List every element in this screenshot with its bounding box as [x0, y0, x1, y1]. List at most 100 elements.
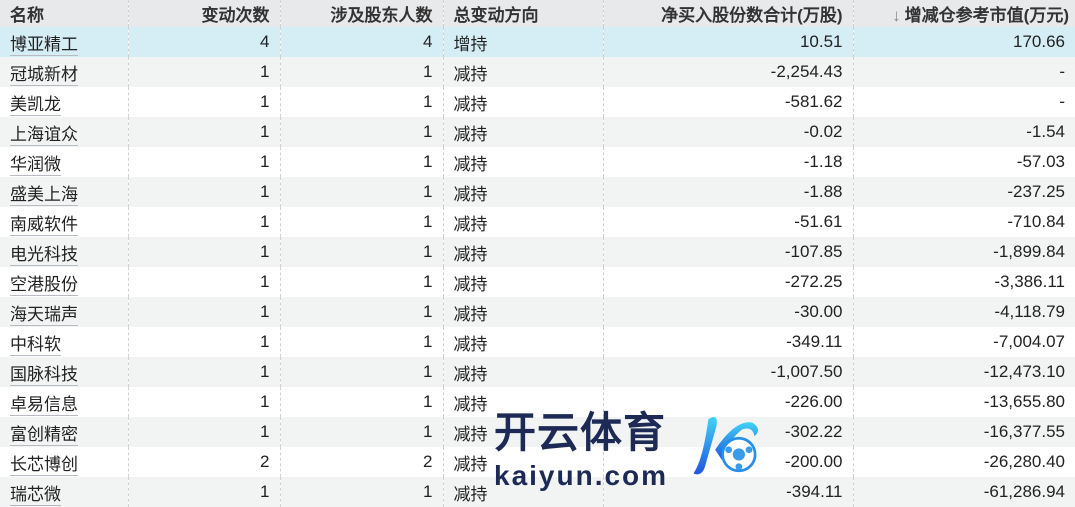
change-count-cell: 1 — [127, 237, 280, 267]
net-shares-cell: -226.00 — [602, 387, 853, 417]
stock-name-link[interactable]: 国脉科技 — [10, 364, 78, 386]
stock-name-cell[interactable]: 中科软 — [0, 327, 128, 357]
stock-name-cell[interactable]: 华润微 — [0, 147, 128, 177]
stock-name-cell[interactable]: 博亚精工 — [0, 27, 128, 57]
net-shares-cell: -200.00 — [602, 447, 853, 477]
header-holder-count[interactable]: 涉及股东人数 — [279, 0, 443, 27]
stock-name-link[interactable]: 瑞芯微 — [10, 484, 61, 506]
table-row[interactable]: 博亚精工 4 4 增持 10.51 170.66 — [0, 27, 1075, 57]
table-row[interactable]: 盛美上海 1 1 减持 -1.88 -237.25 — [0, 177, 1075, 207]
change-count-cell: 1 — [127, 267, 280, 297]
direction-cell: 减持 — [442, 87, 603, 117]
direction-cell: 减持 — [442, 117, 603, 147]
table-row[interactable]: 上海谊众 1 1 减持 -0.02 -1.54 — [0, 117, 1075, 147]
stock-name-link[interactable]: 盛美上海 — [10, 184, 78, 206]
stock-name-link[interactable]: 上海谊众 — [10, 124, 78, 146]
direction-cell: 减持 — [442, 237, 603, 267]
header-direction[interactable]: 总变动方向 — [442, 0, 603, 27]
direction-cell: 减持 — [442, 327, 603, 357]
stock-name-cell[interactable]: 电光科技 — [0, 237, 128, 267]
stock-name-cell[interactable]: 长芯博创 — [0, 447, 128, 477]
table-row[interactable]: 国脉科技 1 1 减持 -1,007.50 -12,473.10 — [0, 357, 1075, 387]
direction-cell: 减持 — [442, 477, 603, 507]
stock-name-link[interactable]: 南威软件 — [10, 214, 78, 236]
net-shares-cell: -272.25 — [602, 267, 853, 297]
stock-name-link[interactable]: 中科软 — [10, 334, 61, 356]
stock-name-link[interactable]: 富创精密 — [10, 424, 78, 446]
stock-name-link[interactable]: 冠城新材 — [10, 64, 78, 86]
market-value-cell: -12,473.10 — [852, 357, 1075, 387]
table-row[interactable]: 长芯博创 2 2 减持 -200.00 -26,280.40 — [0, 447, 1075, 477]
table-row[interactable]: 中科软 1 1 减持 -349.11 -7,004.07 — [0, 327, 1075, 357]
table-row[interactable]: 南威软件 1 1 减持 -51.61 -710.84 — [0, 207, 1075, 237]
holder-count-cell: 1 — [279, 297, 443, 327]
holder-count-cell: 1 — [279, 87, 443, 117]
holder-count-cell: 1 — [279, 117, 443, 147]
stock-name-cell[interactable]: 上海谊众 — [0, 117, 128, 147]
holder-count-cell: 1 — [279, 57, 443, 87]
stock-name-cell[interactable]: 瑞芯微 — [0, 477, 128, 507]
table-row[interactable]: 瑞芯微 1 1 减持 -394.11 -61,286.94 — [0, 477, 1075, 507]
header-market-value[interactable]: ↓ 增减仓参考市值(万元) — [852, 0, 1075, 27]
stock-name-cell[interactable]: 美凯龙 — [0, 87, 128, 117]
stock-name-link[interactable]: 电光科技 — [10, 244, 78, 266]
net-shares-cell: -1.88 — [602, 177, 853, 207]
net-shares-cell: -302.22 — [602, 417, 853, 447]
market-value-cell: - — [852, 57, 1075, 87]
change-count-cell: 2 — [127, 447, 280, 477]
holder-count-cell: 1 — [279, 177, 443, 207]
change-count-cell: 1 — [127, 417, 280, 447]
market-value-cell: -3,386.11 — [852, 267, 1075, 297]
stock-name-cell[interactable]: 南威软件 — [0, 207, 128, 237]
holder-count-cell: 1 — [279, 327, 443, 357]
table-row[interactable]: 美凯龙 1 1 减持 -581.62- — [0, 87, 1075, 117]
direction-cell: 减持 — [442, 267, 603, 297]
direction-cell: 减持 — [442, 57, 603, 87]
market-value-cell: -61,286.94 — [852, 477, 1075, 507]
stock-name-link[interactable]: 美凯龙 — [10, 94, 61, 116]
change-count-cell: 1 — [127, 147, 280, 177]
change-count-cell: 1 — [127, 117, 280, 147]
stock-name-cell[interactable]: 冠城新材 — [0, 57, 128, 87]
change-count-cell: 1 — [127, 357, 280, 387]
stock-name-link[interactable]: 卓易信息 — [10, 394, 78, 416]
table-row[interactable]: 华润微 1 1 减持 -1.18 -57.03 — [0, 147, 1075, 177]
stock-name-cell[interactable]: 盛美上海 — [0, 177, 128, 207]
table-row[interactable]: 空港股份 1 1 减持 -272.25 -3,386.11 — [0, 267, 1075, 297]
stock-name-cell[interactable]: 富创精密 — [0, 417, 128, 447]
header-name[interactable]: 名称 — [0, 0, 128, 27]
stock-name-link[interactable]: 华润微 — [10, 154, 61, 176]
header-net-shares[interactable]: 净买入股份数合计(万股) — [602, 0, 853, 27]
stock-name-cell[interactable]: 海天瑞声 — [0, 297, 128, 327]
stock-name-link[interactable]: 海天瑞声 — [10, 304, 78, 326]
change-count-cell: 1 — [127, 87, 280, 117]
stock-name-cell[interactable]: 国脉科技 — [0, 357, 128, 387]
market-value-cell: -710.84 — [852, 207, 1075, 237]
direction-cell: 减持 — [442, 387, 603, 417]
holder-count-cell: 1 — [279, 267, 443, 297]
net-shares-cell: -2,254.43 — [602, 57, 853, 87]
table-row[interactable]: 电光科技 1 1 减持 -107.85 -1,899.84 — [0, 237, 1075, 267]
table-row[interactable]: 冠城新材 1 1 减持 -2,254.43- — [0, 57, 1075, 87]
stock-name-link[interactable]: 长芯博创 — [10, 454, 78, 476]
net-shares-cell: -349.11 — [602, 327, 853, 357]
holder-count-cell: 2 — [279, 447, 443, 477]
market-value-cell: -13,655.80 — [852, 387, 1075, 417]
table-row[interactable]: 卓易信息 1 1 减持 -226.00 -13,655.80 — [0, 387, 1075, 417]
stock-name-cell[interactable]: 空港股份 — [0, 267, 128, 297]
table-row[interactable]: 富创精密 1 1 减持 -302.22 -16,377.55 — [0, 417, 1075, 447]
header-change-count[interactable]: 变动次数 — [127, 0, 280, 27]
change-count-cell: 1 — [127, 477, 280, 507]
net-shares-cell: -0.02 — [602, 117, 853, 147]
stock-name-link[interactable]: 博亚精工 — [10, 34, 78, 56]
stock-name-cell[interactable]: 卓易信息 — [0, 387, 128, 417]
market-value-cell: - — [852, 87, 1075, 117]
net-shares-cell: 10.51 — [602, 27, 853, 57]
table-row[interactable]: 海天瑞声 1 1 减持 -30.00 -4,118.79 — [0, 297, 1075, 327]
market-value-cell: -237.25 — [852, 177, 1075, 207]
stock-name-link[interactable]: 空港股份 — [10, 274, 78, 296]
net-shares-cell: -394.11 — [602, 477, 853, 507]
direction-cell: 减持 — [442, 207, 603, 237]
direction-cell: 增持 — [442, 27, 603, 57]
holder-count-cell: 1 — [279, 477, 443, 507]
